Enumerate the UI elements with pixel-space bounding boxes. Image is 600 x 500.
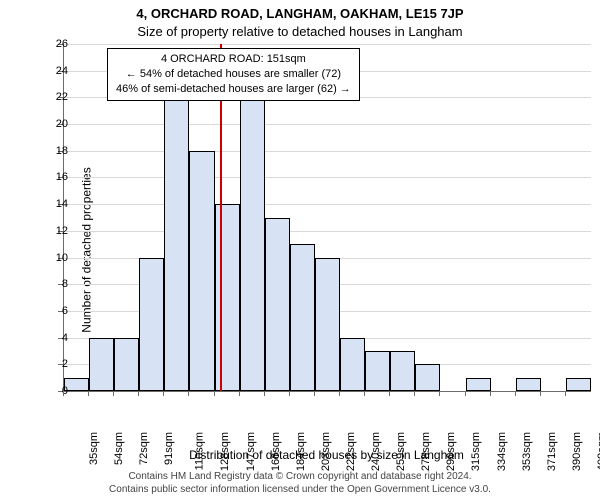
x-tick xyxy=(188,391,189,396)
x-tick xyxy=(439,391,440,396)
y-tick-label: 18 xyxy=(56,145,68,157)
gridline xyxy=(64,231,591,232)
histogram-bar xyxy=(265,218,290,392)
y-tick-label: 20 xyxy=(56,118,68,130)
x-tick-label: 203sqm xyxy=(320,432,332,471)
y-tick-label: 24 xyxy=(56,65,68,77)
histogram-bar xyxy=(516,378,541,391)
x-tick xyxy=(138,391,139,396)
gridline xyxy=(64,151,591,152)
x-tick xyxy=(63,391,64,396)
x-tick xyxy=(214,391,215,396)
x-tick-label: 296sqm xyxy=(445,432,457,471)
x-tick-label: 222sqm xyxy=(345,432,357,471)
x-tick xyxy=(339,391,340,396)
histogram-bar xyxy=(139,258,164,391)
histogram-bar xyxy=(215,204,240,391)
x-tick-label: 390sqm xyxy=(571,432,583,471)
x-tick-label: 147sqm xyxy=(245,432,257,471)
histogram-bar xyxy=(315,258,340,391)
gridline xyxy=(64,124,591,125)
x-tick xyxy=(264,391,265,396)
y-tick-label: 4 xyxy=(62,332,68,344)
x-tick xyxy=(565,391,566,396)
x-tick xyxy=(239,391,240,396)
histogram-bar xyxy=(89,338,114,391)
histogram-bar xyxy=(290,244,315,391)
y-tick-label: 8 xyxy=(62,278,68,290)
x-tick xyxy=(515,391,516,396)
gridline xyxy=(64,44,591,45)
x-tick-label: 240sqm xyxy=(370,432,382,471)
x-tick-label: 334sqm xyxy=(496,432,508,471)
callout-line2: ← 54% of detached houses are smaller (72… xyxy=(116,67,351,82)
histogram-bar xyxy=(466,378,491,391)
x-tick-label: 315sqm xyxy=(471,432,483,471)
gridline xyxy=(64,204,591,205)
x-tick-label: 54sqm xyxy=(113,432,125,465)
x-tick xyxy=(314,391,315,396)
gridline xyxy=(64,177,591,178)
footer-line1: Contains HM Land Registry data © Crown c… xyxy=(0,470,600,483)
histogram-bar xyxy=(164,97,189,391)
callout-line1: 4 ORCHARD ROAD: 151sqm xyxy=(116,52,351,67)
callout-line3: 46% of semi-detached houses are larger (… xyxy=(116,82,351,97)
x-tick-label: 91sqm xyxy=(163,432,175,465)
y-tick-label: 6 xyxy=(62,305,68,317)
x-tick xyxy=(465,391,466,396)
footer-line2: Contains public sector information licen… xyxy=(0,483,600,496)
x-tick-label: 353sqm xyxy=(521,432,533,471)
x-tick-label: 409sqm xyxy=(596,432,600,471)
histogram-bar xyxy=(415,364,440,391)
x-tick xyxy=(163,391,164,396)
callout-box: 4 ORCHARD ROAD: 151sqm← 54% of detached … xyxy=(107,48,360,101)
x-tick-label: 371sqm xyxy=(546,432,558,471)
x-tick xyxy=(389,391,390,396)
x-tick-label: 110sqm xyxy=(194,432,206,470)
x-tick-label: 128sqm xyxy=(220,432,232,471)
x-tick xyxy=(113,391,114,396)
histogram-bar xyxy=(390,351,415,391)
footer-text: Contains HM Land Registry data © Crown c… xyxy=(0,470,600,496)
x-tick-label: 259sqm xyxy=(395,432,407,471)
x-tick-label: 278sqm xyxy=(420,432,432,471)
histogram-bar xyxy=(114,338,139,391)
y-tick-label: 10 xyxy=(56,252,68,264)
x-tick-label: 166sqm xyxy=(270,432,282,471)
x-tick xyxy=(364,391,365,396)
histogram-bar xyxy=(189,151,214,391)
x-tick xyxy=(414,391,415,396)
histogram-bar xyxy=(340,338,365,391)
histogram-bar xyxy=(365,351,390,391)
x-tick xyxy=(490,391,491,396)
x-tick xyxy=(540,391,541,396)
x-tick-label: 35sqm xyxy=(88,432,100,465)
x-tick-label: 184sqm xyxy=(295,432,307,471)
y-tick-label: 2 xyxy=(62,358,68,370)
chart-title-main: 4, ORCHARD ROAD, LANGHAM, OAKHAM, LE15 7… xyxy=(0,6,600,21)
y-tick-label: 14 xyxy=(56,198,68,210)
y-tick-label: 22 xyxy=(56,91,68,103)
y-tick-label: 12 xyxy=(56,225,68,237)
histogram-bar xyxy=(566,378,591,391)
x-tick-label: 72sqm xyxy=(138,432,150,465)
y-tick-label: 26 xyxy=(56,38,68,50)
chart-title-sub: Size of property relative to detached ho… xyxy=(0,24,600,39)
histogram-bar xyxy=(240,97,265,391)
x-tick xyxy=(88,391,89,396)
y-tick-label: 16 xyxy=(56,171,68,183)
x-tick xyxy=(289,391,290,396)
